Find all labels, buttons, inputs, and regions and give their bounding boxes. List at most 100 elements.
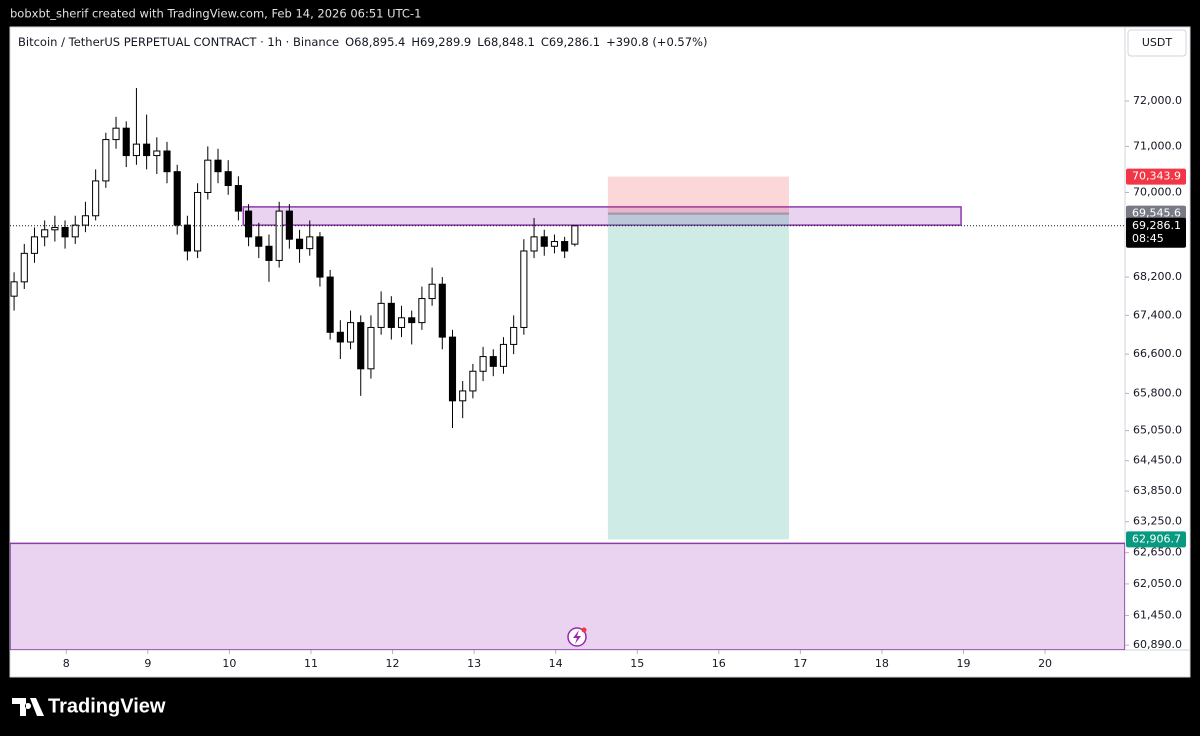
- y-tick-label: 62,650.0: [1133, 546, 1182, 559]
- y-tick-label: 67,400.0: [1133, 308, 1182, 321]
- candle-body: [540, 236, 548, 247]
- y-tick-label: 66,600.0: [1133, 347, 1182, 360]
- icon-bolt: [573, 630, 581, 644]
- candle-body: [377, 302, 385, 328]
- candle-body: [367, 326, 375, 370]
- candle-body: [326, 276, 334, 333]
- candle-body: [489, 356, 497, 367]
- x-tick-label: 13: [467, 657, 481, 670]
- candle-body: [30, 236, 39, 254]
- candle-body: [163, 150, 171, 173]
- plot: [10, 87, 1125, 650]
- candle-body: [418, 298, 426, 324]
- candle-body: [183, 224, 191, 252]
- legend-symbol: Bitcoin / TetherUS PERPETUAL CONTRACT · …: [18, 35, 339, 49]
- candle-body: [306, 236, 314, 250]
- logo-mark: [12, 698, 44, 716]
- candle-body: [265, 245, 273, 261]
- icon-dot: [581, 627, 587, 633]
- candle-body: [71, 224, 79, 238]
- alert-icon[interactable]: [567, 627, 587, 647]
- x-tick-label: 16: [712, 657, 726, 670]
- candle-body: [520, 250, 528, 328]
- candle-body: [285, 210, 293, 240]
- candle-body: [153, 150, 161, 157]
- candle-body: [51, 226, 59, 231]
- candle-body: [336, 331, 344, 343]
- last-price-label: 69,286.1: [1132, 219, 1181, 232]
- candle-body: [510, 326, 518, 345]
- y-tick-label: 63,250.0: [1133, 515, 1182, 528]
- x-tick-label: 12: [386, 657, 400, 670]
- currency-box[interactable]: [1127, 29, 1187, 57]
- y-tick-label: 60,890.0: [1133, 638, 1182, 651]
- legend-ohlc: H69,289.9: [411, 35, 471, 49]
- candle-body: [132, 143, 140, 157]
- candle-body: [92, 180, 100, 217]
- y-tick-label: 62,050.0: [1133, 577, 1182, 590]
- candle-body: [10, 281, 18, 297]
- y-tick-label: 70,000.0: [1133, 185, 1182, 198]
- footer-logo: TradingView: [12, 695, 166, 717]
- x-tick-label: 11: [304, 657, 318, 670]
- countdown: 08:45: [1132, 232, 1164, 245]
- currency: USDT: [1142, 36, 1173, 49]
- candle-body: [102, 139, 110, 182]
- candle-body: [408, 317, 416, 324]
- zone: [10, 542, 1125, 650]
- x-tick-label: 20: [1038, 657, 1052, 670]
- legend-ohlc: L68,848.1: [477, 35, 535, 49]
- x-tick-label: 10: [222, 657, 236, 670]
- position-stop: [607, 176, 789, 214]
- stop-label: 70,343.9: [1132, 170, 1181, 183]
- x-tick-label: 19: [957, 657, 971, 670]
- candle-body: [448, 336, 457, 402]
- candle-body: [41, 229, 49, 238]
- candle-body: [20, 252, 28, 283]
- candle-body: [438, 283, 446, 338]
- y-tick-label: 65,050.0: [1133, 424, 1182, 437]
- y-tick-label: 64,450.0: [1133, 454, 1182, 467]
- candle-body: [194, 191, 202, 252]
- candle-body: [234, 185, 242, 212]
- legend-ohlc: C69,286.1: [541, 35, 600, 49]
- entry-tag: [1126, 205, 1186, 222]
- candle-body: [459, 390, 467, 402]
- x-tick-label: 17: [793, 657, 807, 670]
- zone: [242, 206, 962, 226]
- candle-body: [173, 171, 181, 226]
- candle-body: [143, 143, 151, 157]
- target-label: 62,906.7: [1132, 532, 1181, 545]
- candle-body: [346, 322, 355, 343]
- candle-body: [387, 302, 395, 328]
- x-tick-label: 9: [144, 657, 151, 670]
- candle-body: [255, 236, 263, 247]
- y-tick-label: 65,800.0: [1133, 386, 1182, 399]
- candle-body: [530, 236, 538, 252]
- position-target: [607, 213, 789, 540]
- candle-body: [224, 171, 232, 187]
- candle-body: [397, 317, 406, 328]
- candle-body: [61, 226, 69, 238]
- last-price-tag: [1126, 217, 1186, 248]
- candle-body: [499, 343, 508, 367]
- x-tick-label: 14: [549, 657, 563, 670]
- candle-body: [204, 159, 212, 193]
- candle-body: [479, 356, 487, 372]
- candle-body: [214, 159, 222, 173]
- target-tag: [1126, 531, 1186, 548]
- x-tick-label: 18: [875, 657, 889, 670]
- y-tick-label: 61,450.0: [1133, 608, 1182, 621]
- candle-body: [357, 322, 365, 370]
- candle-body: [112, 127, 120, 141]
- y-tick-label: 68,200.0: [1133, 270, 1182, 283]
- candle-body: [295, 238, 304, 250]
- candle-body: [81, 215, 90, 226]
- stop-tag: [1126, 168, 1186, 185]
- x-tick-label: 15: [630, 657, 644, 670]
- candle-body: [122, 127, 130, 157]
- candle-body: [316, 236, 324, 278]
- y-tick-label: 72,000.0: [1133, 94, 1182, 107]
